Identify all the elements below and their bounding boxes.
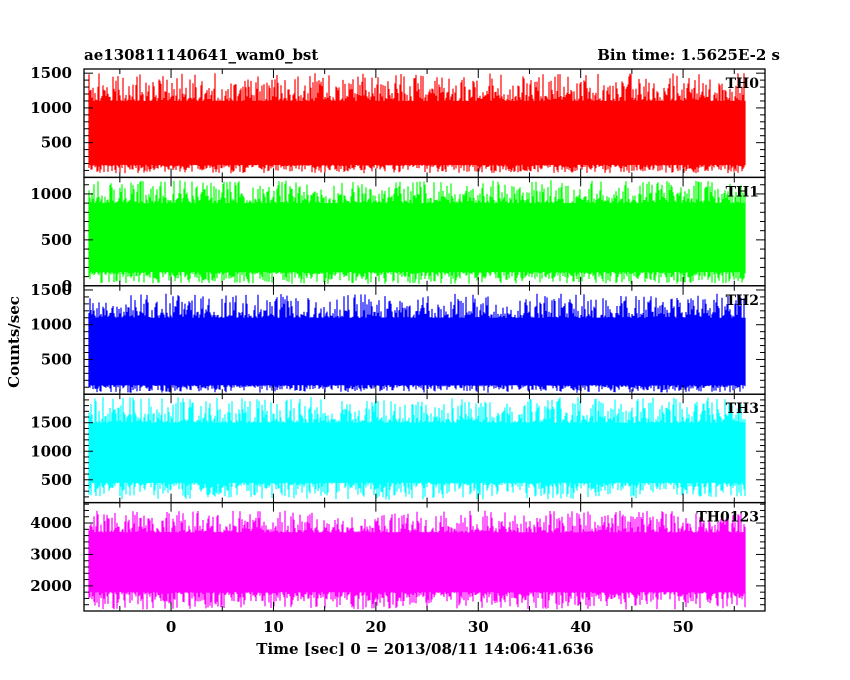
y-tick-label-th0: 1000 [30,99,72,117]
frame-layer [83,68,766,612]
x-tick-label: 40 [570,618,591,636]
y-tick-label-th0123: 3000 [30,545,72,563]
x-tick-label: 10 [263,618,284,636]
y-tick-label-th3: 500 [41,471,72,489]
x-tick-label: 30 [468,618,489,636]
x-tick-label: 20 [365,618,386,636]
y-tick-label-th2: 500 [41,350,72,368]
series-th1-trace [88,180,746,284]
y-tick-label-th3: 1000 [30,442,72,460]
series-th0123-trace [88,510,746,610]
y-tick-label-th2: 1000 [30,316,72,334]
text-layer: ae130811140641_wam0_bst Bin time: 1.5625… [5,46,780,658]
x-tick-label: 0 [166,618,176,636]
panel-label-th0123: TH0123 [696,510,759,526]
y-tick-label-th1: 1000 [30,185,72,203]
x-axis-title: Time [sec] 0 = 2013/08/11 14:06:41.636 [256,640,593,658]
y-tick-label-th3: 1500 [30,414,72,432]
y-tick-label-th0123: 2000 [30,577,72,595]
y-tick-label-th1: 0 [62,277,72,295]
y-axis-title: Counts/sec [5,296,23,388]
y-tick-label-th0123: 4000 [30,514,72,532]
panel-label-th1: TH1 [726,184,759,200]
y-tick-label-th0: 500 [41,134,72,152]
y-tick-label-th2: 1500 [30,281,72,299]
panel-label-th2: TH2 [726,293,759,309]
x-tick-label: 50 [673,618,694,636]
series-th0-trace [88,73,746,174]
y-tick-label-th1: 500 [41,231,72,249]
data-layer [88,73,746,610]
panel-label-th3: TH3 [726,401,759,417]
series-th3-trace [88,397,746,500]
panel-label-th0: TH0 [726,76,760,92]
chart-title: ae130811140641_wam0_bst [84,46,318,64]
series-th2-trace [88,293,746,393]
panel-th0123-frame [83,501,766,612]
y-tick-label-th0: 1500 [30,64,72,82]
bin-time-label: Bin time: 1.5625E-2 s [597,46,780,64]
